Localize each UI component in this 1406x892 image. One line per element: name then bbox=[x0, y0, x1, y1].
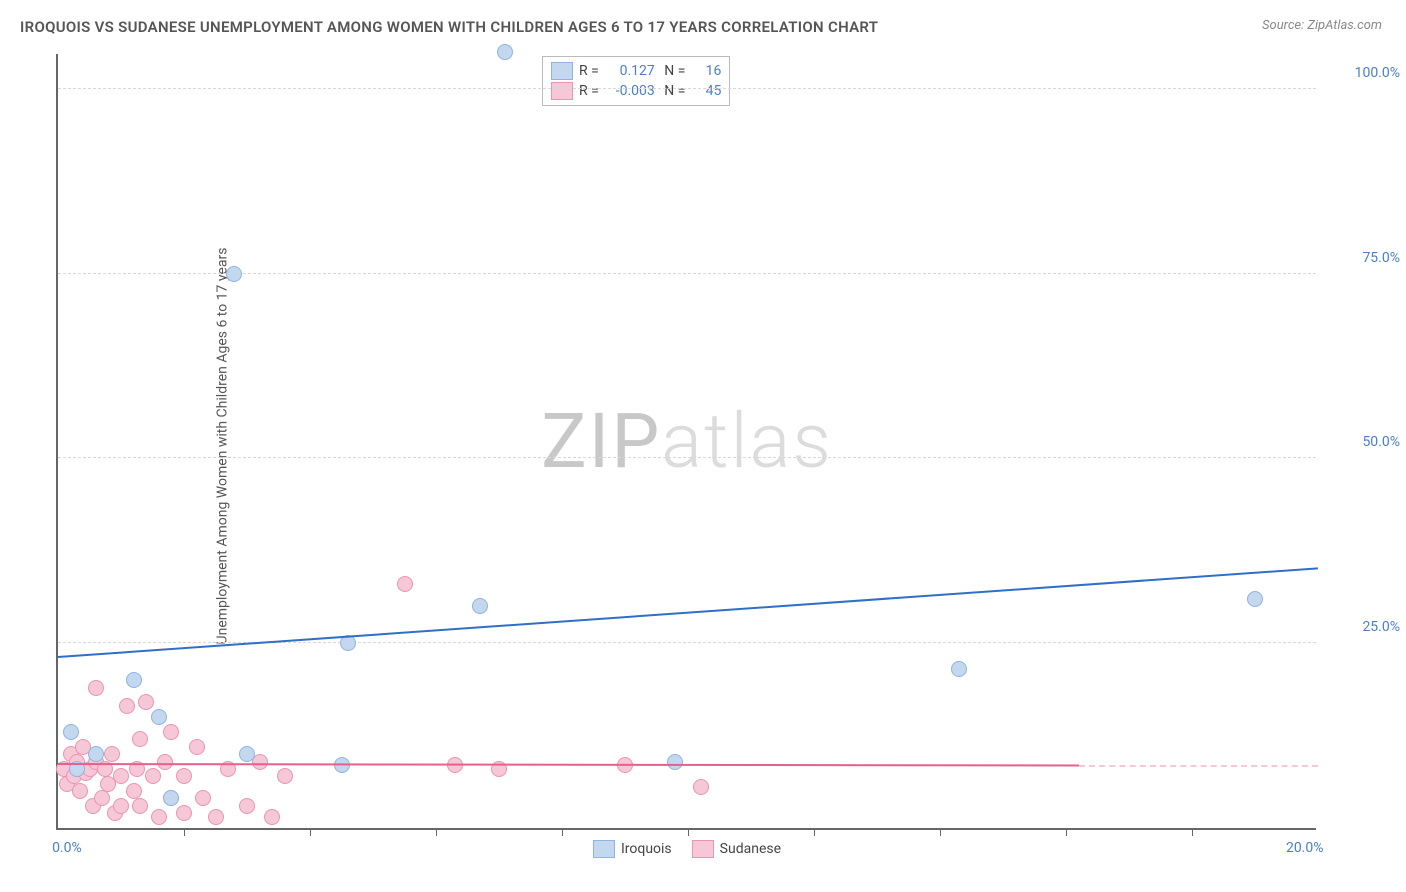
x-tick bbox=[562, 828, 563, 836]
n-value-sudanese: 45 bbox=[691, 83, 721, 99]
y-tick-label: 25.0% bbox=[1362, 619, 1400, 635]
legend-label-sudanese: Sudanese bbox=[720, 841, 781, 857]
data-point bbox=[119, 698, 135, 714]
data-point bbox=[667, 754, 683, 770]
data-point bbox=[138, 694, 154, 710]
x-tick-min: 0.0% bbox=[52, 840, 82, 856]
chart-title: IROQUOIS VS SUDANESE UNEMPLOYMENT AMONG … bbox=[20, 18, 878, 36]
trend-line bbox=[58, 567, 1318, 658]
legend-row-iroquois: R = 0.127 N = 16 bbox=[551, 61, 721, 81]
x-tick bbox=[940, 828, 941, 836]
x-tick bbox=[1066, 828, 1067, 836]
data-point bbox=[189, 739, 205, 755]
n-label: N = bbox=[661, 83, 686, 99]
gridline bbox=[58, 273, 1316, 274]
data-point bbox=[264, 809, 280, 825]
r-label: R = bbox=[579, 83, 599, 99]
legend-item-iroquois: Iroquois bbox=[593, 840, 672, 858]
data-point bbox=[126, 783, 142, 799]
legend-row-sudanese: R = -0.003 N = 45 bbox=[551, 81, 721, 101]
gridline bbox=[58, 88, 1316, 89]
data-point bbox=[88, 746, 104, 762]
data-point bbox=[88, 680, 104, 696]
x-tick bbox=[310, 828, 311, 836]
data-point bbox=[239, 746, 255, 762]
data-point bbox=[113, 798, 129, 814]
legend-label-iroquois: Iroquois bbox=[621, 841, 672, 857]
r-value-iroquois: 0.127 bbox=[605, 63, 655, 79]
plot-area: ZIPatlas R = 0.127 N = 16 R = -0.003 N =… bbox=[56, 54, 1316, 830]
source-label: Source: ZipAtlas.com bbox=[1262, 18, 1382, 33]
data-point bbox=[163, 790, 179, 806]
x-tick bbox=[184, 828, 185, 836]
y-tick-label: 75.0% bbox=[1362, 250, 1400, 266]
data-point bbox=[145, 768, 161, 784]
data-point bbox=[195, 790, 211, 806]
x-tick bbox=[1192, 828, 1193, 836]
x-tick bbox=[688, 828, 689, 836]
gridline bbox=[58, 457, 1316, 458]
data-point bbox=[693, 779, 709, 795]
watermark: ZIPatlas bbox=[541, 396, 833, 486]
data-point bbox=[176, 805, 192, 821]
data-point bbox=[132, 731, 148, 747]
data-point bbox=[176, 768, 192, 784]
data-point bbox=[126, 672, 142, 688]
data-point bbox=[1247, 591, 1263, 607]
data-point bbox=[63, 724, 79, 740]
trend-line bbox=[58, 763, 1079, 766]
correlation-legend: R = 0.127 N = 16 R = -0.003 N = 45 bbox=[542, 56, 730, 106]
x-tick bbox=[436, 828, 437, 836]
trend-line bbox=[1079, 765, 1318, 767]
data-point bbox=[208, 809, 224, 825]
data-point bbox=[151, 809, 167, 825]
data-point bbox=[94, 790, 110, 806]
data-point bbox=[472, 598, 488, 614]
series-legend: Iroquois Sudanese bbox=[593, 840, 781, 858]
y-tick-label: 100.0% bbox=[1355, 65, 1400, 81]
swatch-sudanese-icon bbox=[692, 840, 714, 858]
n-value-iroquois: 16 bbox=[691, 63, 721, 79]
data-point bbox=[113, 768, 129, 784]
watermark-part1: ZIP bbox=[541, 396, 661, 486]
n-label: N = bbox=[661, 63, 686, 79]
data-point bbox=[132, 798, 148, 814]
legend-item-sudanese: Sudanese bbox=[692, 840, 781, 858]
data-point bbox=[151, 709, 167, 725]
watermark-part2: atlas bbox=[661, 396, 833, 486]
data-point bbox=[397, 576, 413, 592]
x-tick bbox=[814, 828, 815, 836]
data-point bbox=[72, 783, 88, 799]
swatch-iroquois-icon bbox=[593, 840, 615, 858]
r-label: R = bbox=[579, 63, 599, 79]
swatch-sudanese bbox=[551, 82, 573, 100]
y-tick-label: 50.0% bbox=[1362, 434, 1400, 450]
data-point bbox=[497, 44, 513, 60]
data-point bbox=[104, 746, 120, 762]
data-point bbox=[277, 768, 293, 784]
r-value-sudanese: -0.003 bbox=[605, 83, 655, 99]
swatch-iroquois bbox=[551, 62, 573, 80]
data-point bbox=[951, 661, 967, 677]
data-point bbox=[163, 724, 179, 740]
data-point bbox=[226, 266, 242, 282]
data-point bbox=[157, 754, 173, 770]
data-point bbox=[239, 798, 255, 814]
x-tick-max: 20.0% bbox=[1286, 840, 1324, 856]
